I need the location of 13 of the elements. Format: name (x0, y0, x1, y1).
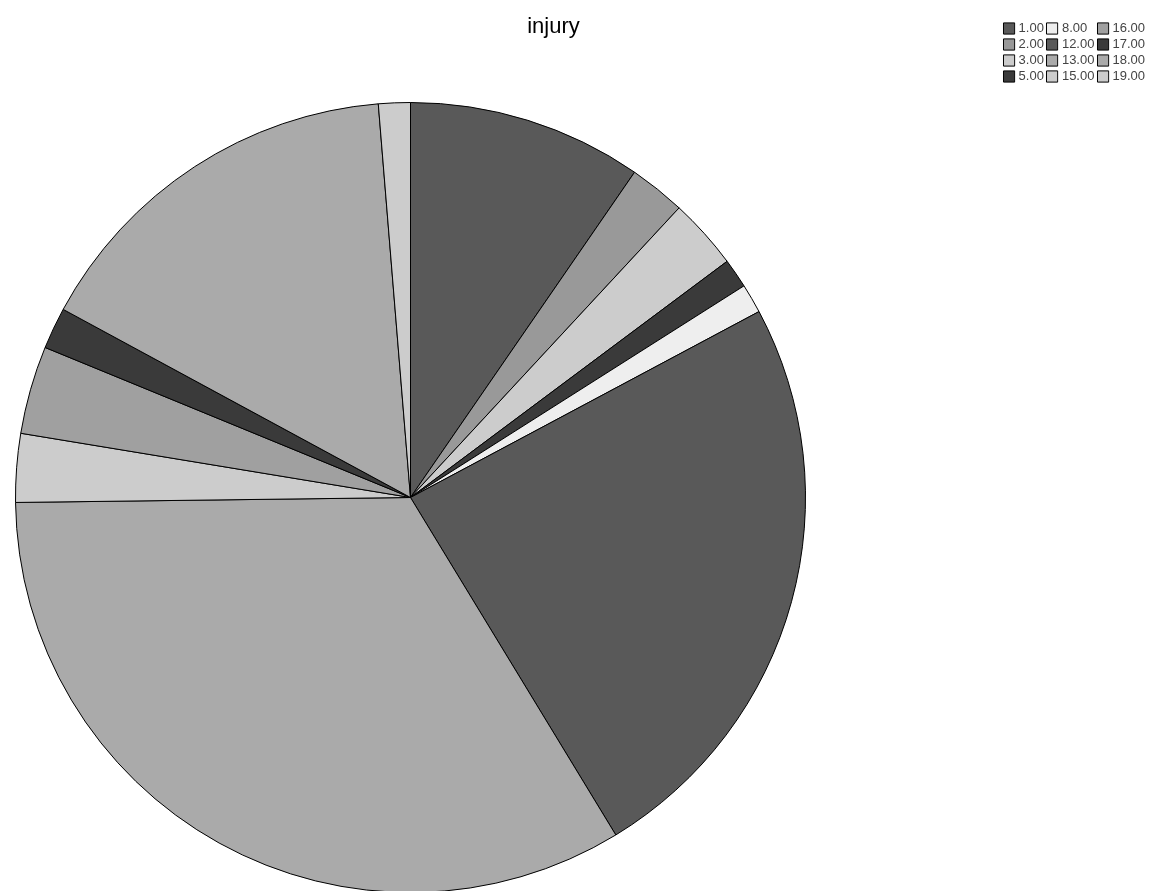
legend-label: 8.00 (1061, 20, 1088, 35)
legend-label: 5.00 (1018, 68, 1044, 83)
legend-label: 17.00 (1112, 36, 1145, 51)
legend-label: 1.00 (1018, 20, 1044, 35)
chart-title: injury (527, 13, 580, 38)
legend-label: 19.00 (1112, 68, 1145, 83)
legend-label: 16.00 (1112, 20, 1145, 35)
legend-label: 2.00 (1018, 36, 1044, 51)
legend-label: 3.00 (1018, 52, 1044, 67)
legend-label: 12.00 (1061, 36, 1095, 51)
legend-label: 13.00 (1061, 52, 1095, 67)
legend-label: 15.00 (1061, 68, 1095, 83)
legend-label: 18.00 (1112, 52, 1145, 67)
